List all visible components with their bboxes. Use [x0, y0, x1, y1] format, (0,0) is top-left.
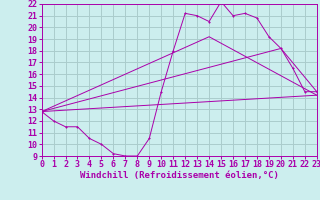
X-axis label: Windchill (Refroidissement éolien,°C): Windchill (Refroidissement éolien,°C)	[80, 171, 279, 180]
